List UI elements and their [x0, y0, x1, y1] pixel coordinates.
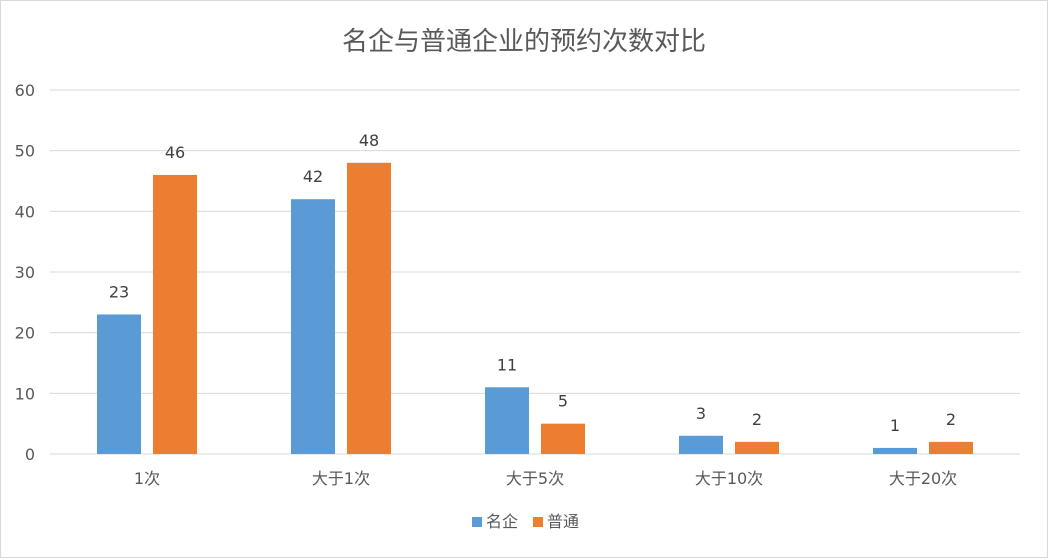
data-label: 2	[946, 410, 956, 429]
data-label: 42	[303, 167, 323, 186]
data-label: 11	[497, 355, 517, 374]
legend-label: 普通	[547, 512, 579, 531]
x-tick-label: 大于5次	[506, 469, 564, 488]
x-tick-label: 1次	[134, 469, 160, 488]
bar-series2	[153, 174, 197, 454]
y-tick-label: 50	[15, 142, 35, 161]
x-tick-label: 大于20次	[889, 469, 957, 488]
gridlines	[50, 89, 1020, 455]
y-tick-label: 30	[15, 263, 35, 282]
data-label: 23	[109, 282, 129, 301]
y-tick-label: 0	[25, 445, 35, 464]
legend-swatch	[533, 517, 543, 527]
y-tick-label: 20	[15, 324, 35, 343]
data-label: 48	[359, 131, 379, 150]
x-tick-label: 大于10次	[695, 469, 763, 488]
bar-series1	[291, 199, 335, 454]
bars	[97, 162, 973, 455]
x-axis-labels: 1次 大于1次 大于5次 大于10次 大于20次	[134, 469, 957, 488]
x-tick-label: 大于1次	[312, 469, 370, 488]
data-labels: 23 46 42 48 11 5 3 2 1 2	[109, 131, 956, 435]
chart-title: 名企与普通企业的预约次数对比	[342, 27, 706, 57]
y-tick-label: 10	[15, 384, 35, 403]
bar-series2	[347, 162, 391, 455]
data-label: 5	[558, 392, 568, 411]
bar-series2	[541, 423, 585, 454]
bar-series1	[485, 387, 529, 454]
bar-series2	[735, 441, 779, 454]
legend: 名企 普通	[472, 512, 579, 531]
data-label: 3	[696, 404, 706, 423]
y-tick-label: 40	[15, 202, 35, 221]
data-label: 46	[165, 143, 185, 162]
y-tick-label: 60	[15, 81, 35, 100]
bar-series2	[929, 441, 973, 454]
bar-series1	[97, 314, 141, 454]
data-label: 1	[890, 416, 900, 435]
legend-swatch	[472, 517, 482, 527]
y-axis-ticks: 0 10 20 30 40 50 60	[15, 81, 35, 464]
bar-series1	[679, 435, 723, 454]
data-label: 2	[752, 410, 762, 429]
legend-label: 名企	[486, 512, 518, 531]
bar-series1	[873, 447, 917, 454]
